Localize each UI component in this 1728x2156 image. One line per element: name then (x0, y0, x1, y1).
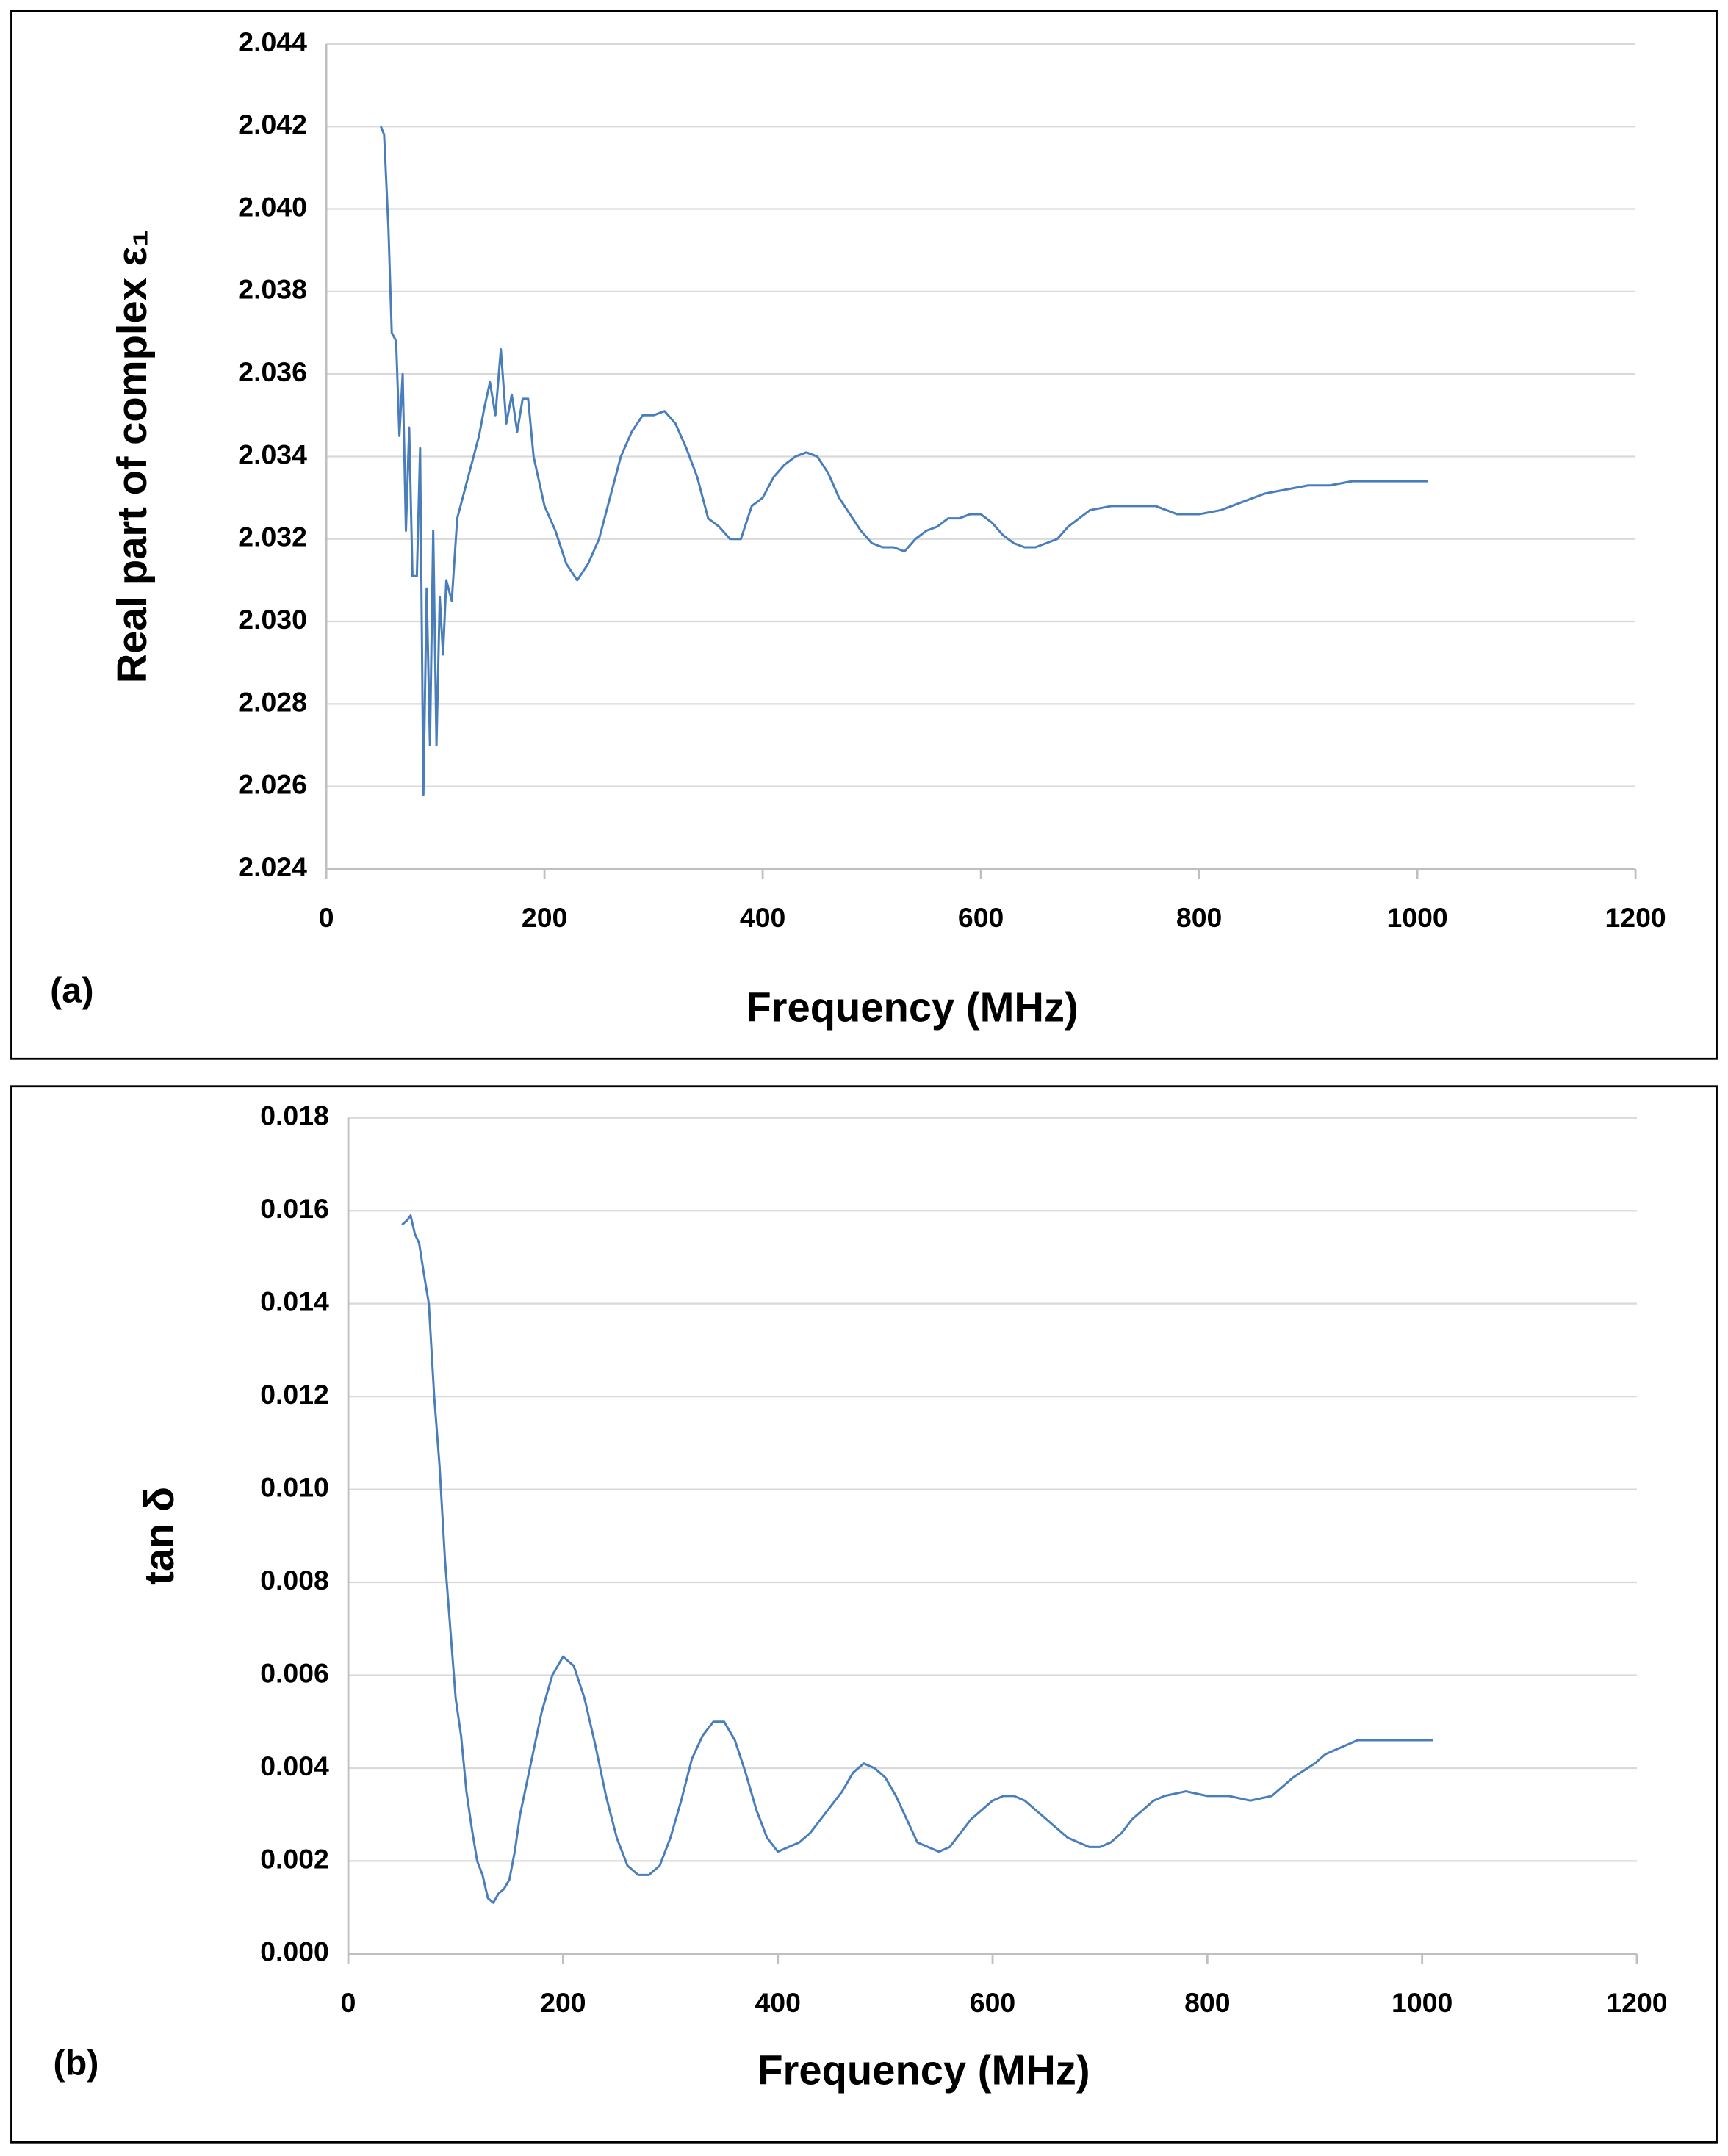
panel-frame (10, 10, 1718, 1060)
y-tick-label: 2.024 (238, 851, 307, 882)
x-tick-label: 600 (958, 902, 1004, 933)
y-tick-label: 2.038 (238, 274, 307, 305)
x-tick-label: 1000 (1386, 902, 1447, 933)
panel-frame (10, 1085, 1718, 2144)
y-tick-label: 2.030 (238, 604, 307, 635)
data-line (401, 1214, 1433, 1904)
x-tick-label: 0 (319, 902, 334, 933)
y-tick-label: 0.004 (260, 1751, 329, 1781)
panel-label: (a) (50, 970, 93, 1010)
x-tick-label: 200 (540, 1987, 586, 2018)
y-tick-label: 2.040 (238, 191, 307, 222)
y-tick-label: 0.002 (260, 1843, 329, 1874)
y-tick-label: 2.042 (238, 109, 307, 140)
x-tick-label: 1000 (1392, 1987, 1452, 2018)
x-tick-label: 1200 (1605, 902, 1666, 933)
y-tick-label: 0.012 (260, 1379, 329, 1410)
y-tick-label: 0.000 (260, 1936, 329, 1967)
y-tick-label: 0.010 (260, 1471, 329, 1502)
y-tick-label: 0.018 (260, 1100, 329, 1131)
x-tick-label: 200 (522, 902, 567, 933)
y-tick-label: 2.032 (238, 522, 307, 552)
panel-label: (b) (53, 2043, 98, 2083)
x-tick-label: 800 (1176, 902, 1222, 933)
x-tick-label: 800 (1184, 1987, 1230, 2018)
y-tick-label: 2.028 (238, 686, 307, 717)
y-tick-label: 0.008 (260, 1565, 329, 1596)
y-tick-label: 2.034 (238, 439, 307, 469)
y-tick-label: 2.036 (238, 356, 307, 387)
x-tick-label: 400 (755, 1987, 800, 2018)
data-line (379, 126, 1428, 796)
y-tick-label: 0.006 (260, 1657, 329, 1688)
y-axis-title: Real part of complex ε₁ (109, 230, 155, 684)
y-axis-title: tan δ (136, 1487, 182, 1585)
y-tick-label: 2.044 (238, 26, 307, 57)
x-tick-label: 400 (740, 902, 785, 933)
x-axis-title: Frequency (MHz) (757, 2047, 1090, 2094)
x-tick-label: 1200 (1606, 1987, 1667, 2018)
x-axis-title: Frequency (MHz) (746, 984, 1078, 1031)
y-tick-label: 2.026 (238, 769, 307, 800)
x-tick-label: 0 (341, 1987, 356, 2018)
y-tick-label: 0.016 (260, 1193, 329, 1224)
x-tick-label: 600 (970, 1987, 1015, 2018)
y-tick-label: 0.014 (260, 1286, 329, 1317)
